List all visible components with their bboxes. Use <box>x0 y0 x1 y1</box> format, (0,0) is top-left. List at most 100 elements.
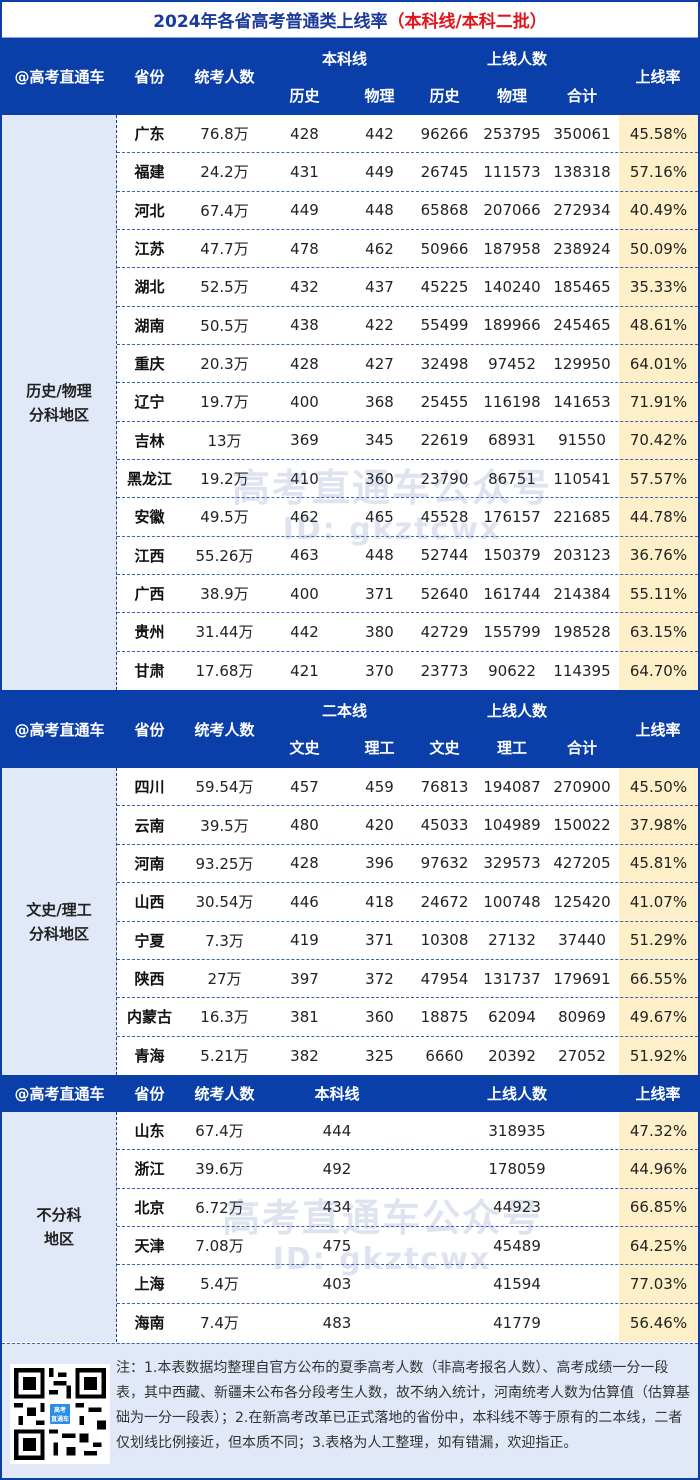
cell-province: 陕西 <box>134 970 165 989</box>
cell-total: 198528 <box>553 622 611 641</box>
cell-count-b: 329573 <box>483 854 541 873</box>
cell-rate: 50.09% <box>629 239 688 258</box>
cell-examinees: 5.4万 <box>200 1275 239 1294</box>
cell-total: 125420 <box>553 892 611 911</box>
cell-line-b: 449 <box>365 162 394 181</box>
table-row: 天津 7.08万 475 45489 64.25% <box>117 1227 698 1266</box>
cell-total: 114395 <box>553 661 611 680</box>
brand-label: @高考直通车 <box>14 720 105 739</box>
cell-examinees: 19.7万 <box>200 393 249 412</box>
col-total: 合计 <box>566 738 597 757</box>
cell-line-a: 382 <box>290 1046 319 1065</box>
table-row: 江西 55.26万 463 448 52744 150379 203123 36.76% <box>117 537 698 575</box>
cell-line-a: 478 <box>290 239 319 258</box>
table-row: 贵州 31.44万 442 380 42729 155799 198528 63.15% <box>117 613 698 652</box>
table-row: 河南 93.25万 428 396 97632 329573 427205 45.81% <box>117 845 698 884</box>
cell-rate: 71.91% <box>629 392 688 411</box>
cell-province: 福建 <box>134 163 165 182</box>
cell-examinees: 39.5万 <box>200 816 249 835</box>
cell-rate: 49.67% <box>629 1007 688 1026</box>
cell-count-b: 86751 <box>488 469 536 488</box>
cell-line-b: 422 <box>365 316 394 335</box>
table-row: 黑龙江 19.2万 410 360 23790 86751 110541 57.57% <box>117 460 698 499</box>
cell-rate: 36.76% <box>629 546 688 565</box>
cell-province: 四川 <box>134 778 165 797</box>
table-row: 陕西 27万 397 372 47954 131737 179691 66.55% <box>117 960 698 999</box>
cell-count-b: 161744 <box>483 584 541 603</box>
cell-count: 318935 <box>488 1121 546 1140</box>
rate-column-bg <box>619 1112 698 1342</box>
col-rate: 上线率 <box>635 720 681 739</box>
section1-rows: 广东 76.8万 428 442 96266 253795 350061 45.58% 福建 24… <box>117 115 698 690</box>
cell-rate: 66.85% <box>629 1198 688 1217</box>
cell-rate: 45.50% <box>629 777 688 796</box>
cell-count-b: 194087 <box>483 777 541 796</box>
cell-rate: 70.42% <box>629 431 688 450</box>
table-row: 甘肃 17.68万 421 370 23773 90622 114395 64.70% <box>117 652 698 690</box>
cell-line-b: 368 <box>365 392 394 411</box>
cell-count-a: 23773 <box>420 661 469 680</box>
cell-total: 203123 <box>553 546 611 565</box>
section1-header: @高考直通车 省份 统考人数 本科线 历史 物理 上线人数 历史 物理 合计 上… <box>2 38 698 115</box>
page-title: 2024年各省高考普通类上线率 （本科线/本科二批） <box>2 2 698 38</box>
table-row: 安徽 49.5万 462 465 45528 176157 221685 44.78% <box>117 498 698 537</box>
col-line-a: 文史 <box>289 738 320 757</box>
cell-count-a: 6660 <box>425 1046 464 1065</box>
table-row: 湖北 52.5万 432 437 45225 140240 185465 35.33% <box>117 268 698 307</box>
cell-line-b: 448 <box>365 201 394 220</box>
cell-line-a: 432 <box>290 277 319 296</box>
qr-logo: 高考 直通车 <box>48 1402 72 1426</box>
cell-line-b: 459 <box>365 777 394 796</box>
cell-province: 江苏 <box>134 240 165 259</box>
cell-examinees: 17.68万 <box>195 662 254 681</box>
cell-examinees: 39.6万 <box>195 1160 244 1179</box>
cell-rate: 64.01% <box>629 354 688 373</box>
cell-count-a: 25455 <box>420 392 469 411</box>
cell-count-b: 176157 <box>483 507 541 526</box>
cell-examinees: 6.72万 <box>195 1198 244 1217</box>
table-row: 浙江 39.6万 492 178059 44.96% <box>117 1150 698 1189</box>
section2-rows: 四川 59.54万 457 459 76813 194087 270900 45.50% 云南 3… <box>117 768 698 1075</box>
cell-province: 河南 <box>134 854 165 873</box>
cell-count-a: 96266 <box>420 124 469 143</box>
col-group-line: 本科线 <box>321 49 367 68</box>
cell-examinees: 30.54万 <box>195 893 254 912</box>
cell-province: 云南 <box>134 816 165 835</box>
table-row: 青海 5.21万 382 325 6660 20392 27052 51.92% <box>117 1037 698 1075</box>
col-province: 省份 <box>134 1085 165 1103</box>
cell-line-a: 446 <box>290 892 319 911</box>
cell-total: 80969 <box>558 1007 606 1026</box>
cell-count-b: 97452 <box>488 354 536 373</box>
qr-logo-line1: 高考 <box>53 1407 66 1414</box>
cell-examinees: 67.4万 <box>195 1122 244 1141</box>
section1-side-label: 历史/物理 分科地区 <box>2 115 117 690</box>
section3-body: 不分科 地区 山东 67.4万 444 318935 47.32% 浙江 39.6万 492 1… <box>2 1112 698 1342</box>
cell-count: 41779 <box>493 1313 541 1332</box>
cell-line-b: 372 <box>365 969 394 988</box>
cell-count-a: 52640 <box>420 584 469 603</box>
cell-province: 上海 <box>134 1275 165 1294</box>
table-row: 北京 6.72万 434 44923 66.85% <box>117 1189 698 1227</box>
section3-header: @高考直通车 省份 统考人数 本科线 上线人数 上线率 <box>2 1075 698 1112</box>
table-row: 四川 59.54万 457 459 76813 194087 270900 45.50% <box>117 768 698 807</box>
cell-rate: 44.96% <box>629 1159 688 1178</box>
cell-total: 350061 <box>553 124 611 143</box>
cell-rate: 45.81% <box>629 854 688 873</box>
cell-line-b: 437 <box>365 277 394 296</box>
section3-rows: 山东 67.4万 444 318935 47.32% 浙江 39.6万 492 178059 44… <box>117 1112 698 1342</box>
cell-total: 427205 <box>553 854 611 873</box>
cell-count-a: 47954 <box>420 969 469 988</box>
cell-examinees: 13万 <box>207 431 242 450</box>
cell-province: 海南 <box>134 1314 165 1333</box>
cell-examinees: 7.4万 <box>200 1314 239 1333</box>
cell-line-b: 325 <box>365 1046 394 1065</box>
cell-total: 150022 <box>553 816 611 835</box>
cell-count-b: 68931 <box>488 431 536 450</box>
cell-line-a: 421 <box>290 661 319 680</box>
qr-code[interactable]: 高考 直通车 <box>10 1364 110 1464</box>
table-row: 山西 30.54万 446 418 24672 100748 125420 41.07% <box>117 883 698 922</box>
col-line-b: 理工 <box>364 738 395 757</box>
section1-body: 历史/物理 分科地区 广东 76.8万 428 442 96266 253795 35006… <box>2 115 698 690</box>
cell-count-a: 45528 <box>420 507 469 526</box>
